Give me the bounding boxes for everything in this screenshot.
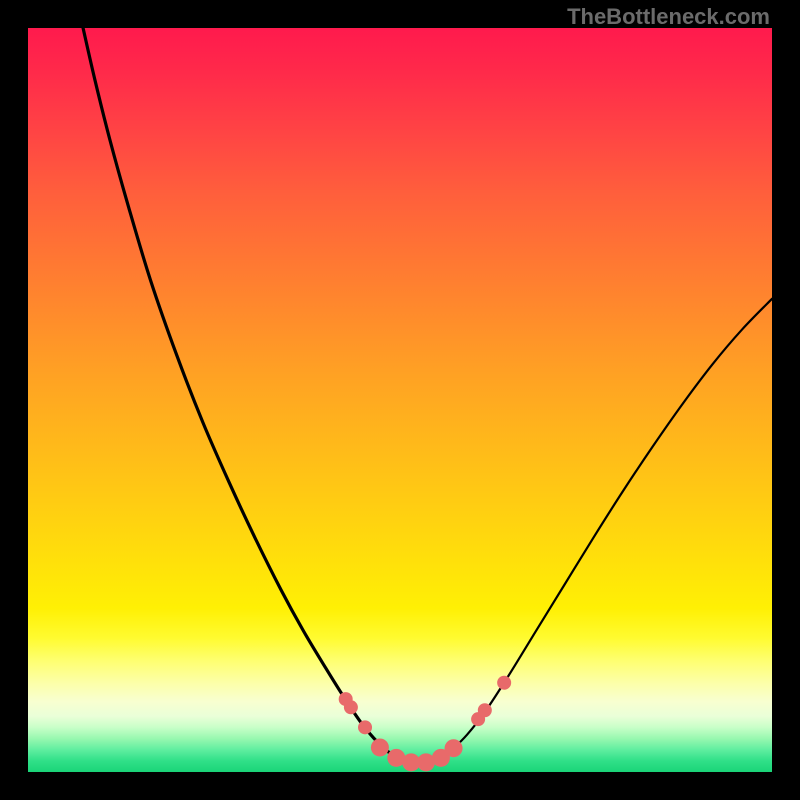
bottleneck-chart bbox=[0, 0, 800, 800]
marker-dot bbox=[344, 700, 358, 714]
watermark-label: TheBottleneck.com bbox=[567, 4, 770, 30]
marker-dot bbox=[371, 738, 389, 756]
chart-frame: TheBottleneck.com bbox=[0, 0, 800, 800]
marker-dot bbox=[497, 676, 511, 690]
marker-dot bbox=[478, 703, 492, 717]
marker-dot bbox=[358, 720, 372, 734]
plot-background bbox=[28, 28, 772, 772]
marker-dot bbox=[445, 739, 463, 757]
